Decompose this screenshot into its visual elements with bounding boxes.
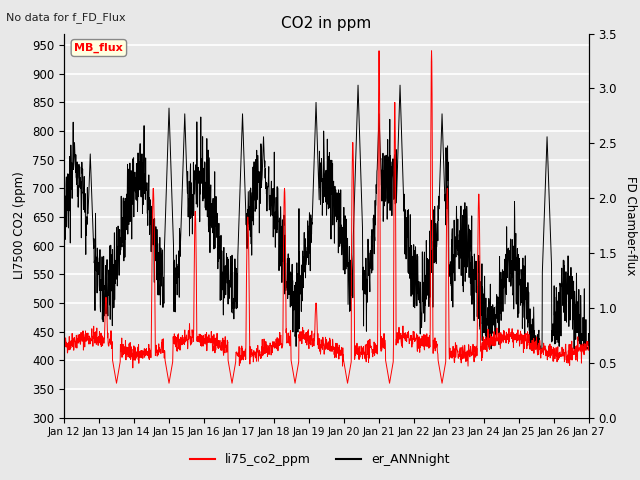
Y-axis label: FD Chamber-flux: FD Chamber-flux [623,176,637,276]
Title: CO2 in ppm: CO2 in ppm [281,16,372,31]
Line: li75_co2_ppm: li75_co2_ppm [64,51,589,383]
li75_co2_ppm [301,330,309,336]
er_ANNnight [474,284,481,289]
er_ANNnight [87,166,95,171]
li75_co2_ppm [60,341,68,347]
er_ANNnight [316,197,323,203]
li75_co2_ppm [113,380,120,386]
li75_co2_ppm [316,343,323,348]
Text: MB_flux: MB_flux [74,43,124,53]
er_ANNnight [570,316,578,322]
er_ANNnight [301,236,309,241]
Y-axis label: LI7500 CO2 (ppm): LI7500 CO2 (ppm) [13,172,26,279]
er_ANNnight [486,346,493,352]
Line: er_ANNnight: er_ANNnight [64,85,589,349]
li75_co2_ppm [570,348,578,354]
er_ANNnight [354,82,362,88]
er_ANNnight [585,346,593,352]
li75_co2_ppm [570,351,578,357]
li75_co2_ppm [585,347,593,352]
Text: No data for f_FD_Flux: No data for f_FD_Flux [6,12,126,23]
er_ANNnight [570,346,578,352]
li75_co2_ppm [375,48,383,54]
li75_co2_ppm [87,336,95,342]
li75_co2_ppm [474,254,481,260]
Legend: li75_co2_ppm, er_ANNnight: li75_co2_ppm, er_ANNnight [186,448,454,471]
er_ANNnight [60,217,68,223]
